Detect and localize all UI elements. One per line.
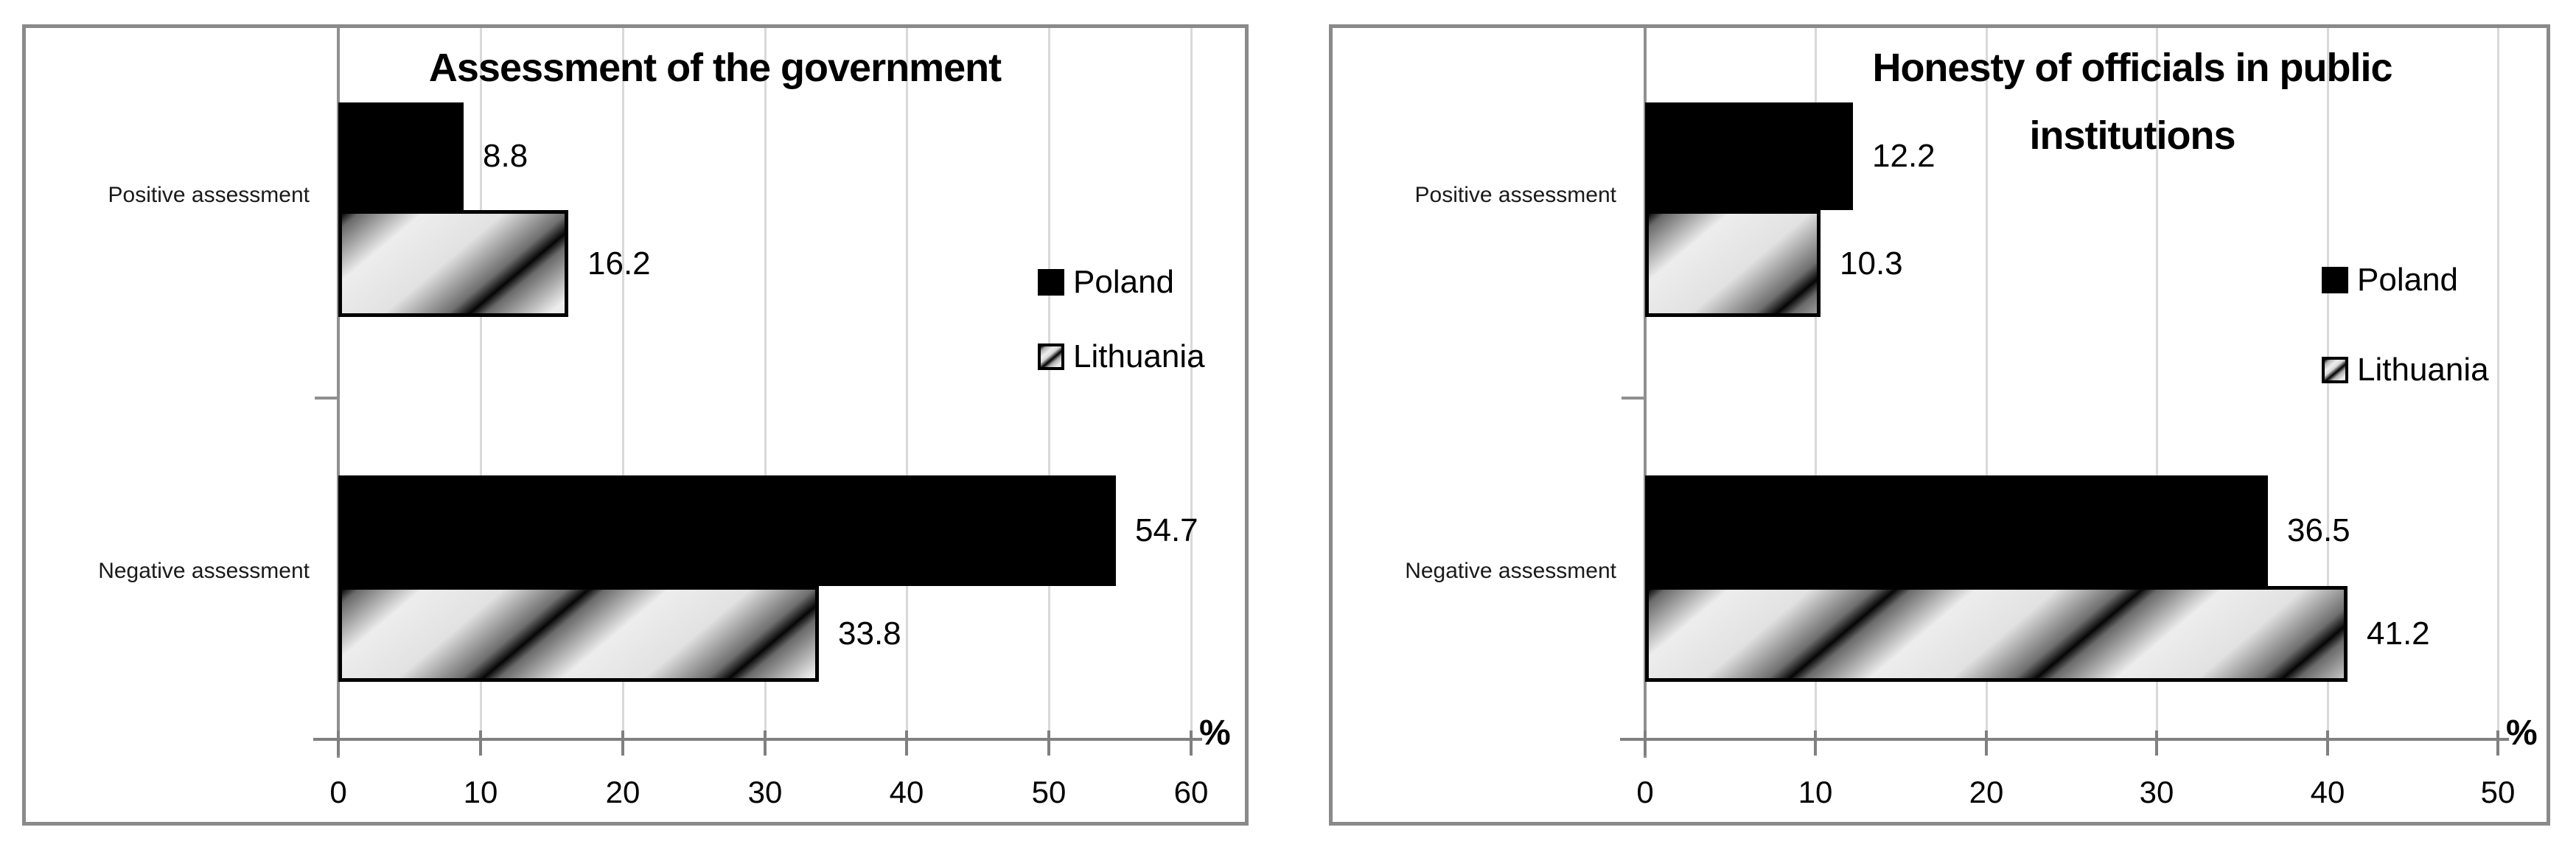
x-tick-label: 0 xyxy=(1636,775,1654,809)
x-axis-tickmark xyxy=(479,730,482,756)
plot-gridline xyxy=(906,28,908,739)
x-tick-label: 30 xyxy=(747,775,783,809)
legend-label-poland: Poland xyxy=(1073,264,1175,300)
category-label-positive: Positive assessment xyxy=(1414,183,1616,207)
x-axis-tickmark xyxy=(1190,730,1193,756)
category-label-negative: Negative assessment xyxy=(98,559,310,583)
y-axis-line xyxy=(337,28,340,758)
x-tick-label: 10 xyxy=(463,775,498,809)
value-label-poland-negative: 36.5 xyxy=(2287,512,2350,548)
legend-label-poland: Poland xyxy=(2357,262,2459,298)
x-axis-tickmark xyxy=(337,730,340,756)
value-label-poland-positive: 12.2 xyxy=(1872,138,1936,174)
legend: Poland Lithuania xyxy=(2322,28,2543,822)
category-label-negative: Negative assessment xyxy=(1405,559,1616,583)
plot-gridline xyxy=(1815,28,1817,739)
value-label-poland-positive: 8.8 xyxy=(483,138,528,174)
bar-lithuania-negative xyxy=(338,586,819,682)
x-axis-tickmark xyxy=(2155,730,2158,756)
plot-gridline xyxy=(480,28,482,739)
category-divider-tick xyxy=(315,397,338,400)
bar-lithuania-positive xyxy=(1645,210,1821,317)
x-tick-label: 60 xyxy=(1173,775,1209,809)
x-axis-line xyxy=(313,738,1202,741)
legend-swatch-poland xyxy=(1038,269,1064,296)
legend-swatch-poland xyxy=(2322,267,2348,293)
bar-lithuania-positive xyxy=(338,210,568,317)
plot-gridline xyxy=(1048,28,1050,739)
x-tick-label: 50 xyxy=(2480,775,2516,809)
value-label-lithuania-negative: 41.2 xyxy=(2367,615,2430,652)
legend-label-lithuania: Lithuania xyxy=(1073,338,1205,374)
value-label-poland-negative: 54.7 xyxy=(1135,512,1198,548)
bar-poland-positive xyxy=(1645,102,1853,210)
legend: Poland Lithuania xyxy=(1038,28,1259,822)
chart-title: Assessment of the government xyxy=(428,46,1002,90)
bar-poland-negative xyxy=(338,475,1116,586)
plot-gridline xyxy=(2497,28,2499,739)
legend-swatch-lithuania xyxy=(2322,357,2348,383)
legend-label-lithuania: Lithuania xyxy=(2357,352,2489,388)
percent-axis-label: % xyxy=(2506,714,2538,753)
chart-title: Honesty of officials in public instituti… xyxy=(1872,46,2392,158)
legend-swatch-lithuania xyxy=(1038,343,1064,370)
chart-panel-honesty-of-officials: 0 10 20 30 40 50% 12.2 10.3 Positive assessment 3… xyxy=(1329,24,2550,826)
value-label-lithuania-positive: 10.3 xyxy=(1840,245,1903,282)
x-axis-line xyxy=(1620,738,2509,741)
x-tick-label: 20 xyxy=(1969,775,2004,809)
x-axis-tickmark xyxy=(1814,730,1817,756)
category-divider-tick xyxy=(1622,397,1645,400)
y-axis-line xyxy=(1644,28,1647,758)
plot-gridline xyxy=(2327,28,2329,739)
plot-gridline xyxy=(1190,28,1193,739)
x-tick-label: 20 xyxy=(605,775,640,809)
plot-gridline xyxy=(622,28,624,739)
bar-lithuania-negative xyxy=(1645,586,2348,682)
value-label-lithuania-negative: 33.8 xyxy=(838,615,901,652)
x-axis-tickmark xyxy=(1985,730,1988,756)
x-tick-label: 10 xyxy=(1798,775,1833,809)
x-axis-tickmark xyxy=(905,730,908,756)
x-axis-tickmark xyxy=(2496,730,2499,756)
plot-gridline xyxy=(2156,28,2158,739)
x-axis-tickmark xyxy=(621,730,624,756)
x-tick-label: 0 xyxy=(329,775,347,809)
plot-gridline xyxy=(1986,28,1988,739)
percent-axis-label: % xyxy=(1199,714,1231,753)
x-tick-label: 40 xyxy=(889,775,924,809)
x-tick-label: 40 xyxy=(2310,775,2345,809)
plot-gridline xyxy=(764,28,767,739)
x-tick-label: 30 xyxy=(2139,775,2174,809)
bar-poland-negative xyxy=(1645,475,2268,586)
x-axis-tickmark xyxy=(764,730,767,756)
bar-poland-positive xyxy=(338,102,464,210)
chart-panel-assessment-of-the-government: 0 10 20 30 40 50 60% 8.8 16.2 Positive assessment… xyxy=(22,24,1249,826)
x-axis-tickmark xyxy=(1644,730,1647,756)
x-axis-tickmark xyxy=(1047,730,1050,756)
value-label-lithuania-positive: 16.2 xyxy=(587,245,651,282)
x-tick-label: 50 xyxy=(1031,775,1067,809)
x-axis-tickmark xyxy=(2326,730,2329,756)
category-label-positive: Positive assessment xyxy=(108,183,310,207)
